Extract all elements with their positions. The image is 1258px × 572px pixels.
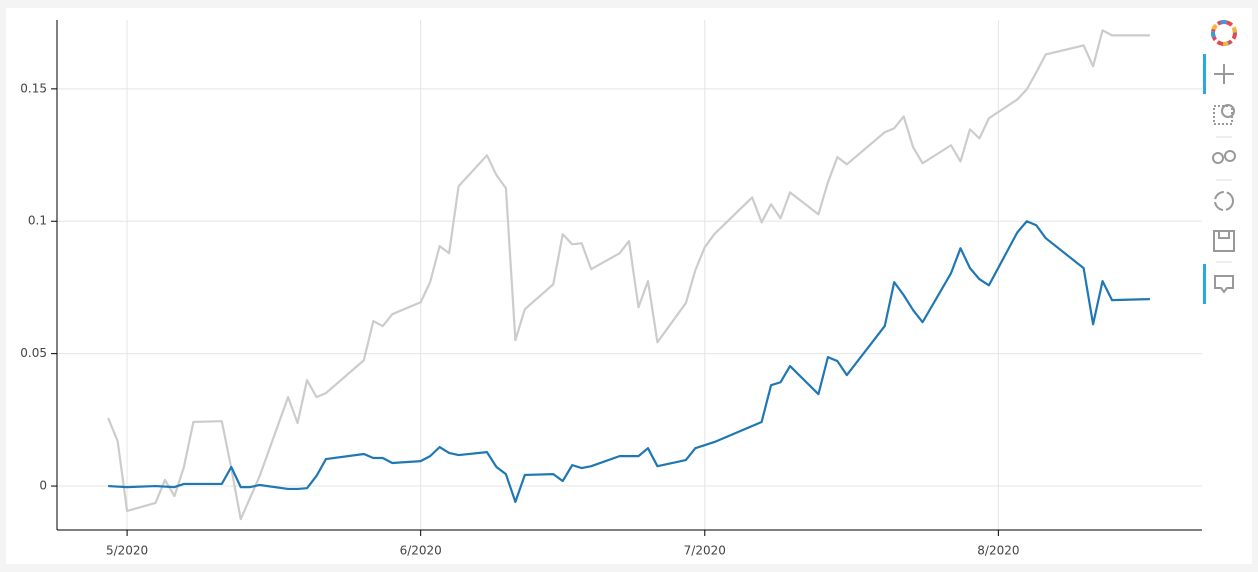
logo — [1211, 20, 1237, 46]
y-tick-label: 0.15 — [20, 81, 47, 95]
y-tick-label: 0.1 — [28, 214, 47, 228]
reset-tool[interactable] — [1214, 191, 1234, 211]
plot-area: 0 0.05 0.1 0.15 5/2020 6/2020 7/2020 8/2020 — [20, 20, 1202, 558]
wheel-zoom-tool[interactable] — [1212, 150, 1236, 164]
x-tick-label: 6/2020 — [400, 544, 442, 558]
line-series — [108, 220, 1150, 504]
y-tick-label: 0.05 — [20, 346, 47, 360]
box-zoom-tool[interactable] — [1213, 104, 1235, 125]
line-series — [107, 29, 1150, 521]
pan-tool[interactable] — [1214, 64, 1234, 84]
y-tick-label: 0 — [39, 479, 47, 493]
active-indicator — [1203, 264, 1206, 304]
toolbar — [1203, 20, 1237, 304]
x-tick-label: 7/2020 — [684, 544, 726, 558]
save-tool[interactable] — [1213, 230, 1235, 252]
x-tick-label: 8/2020 — [977, 544, 1019, 558]
x-tick-label: 5/2020 — [106, 544, 148, 558]
chart-background — [6, 8, 1252, 564]
active-indicator — [1203, 54, 1206, 94]
hover-tool[interactable] — [1214, 275, 1234, 294]
